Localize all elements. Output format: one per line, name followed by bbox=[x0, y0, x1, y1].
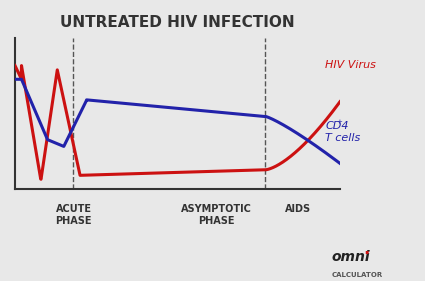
Text: omni: omni bbox=[332, 250, 370, 264]
Text: CALCULATOR: CALCULATOR bbox=[332, 272, 383, 278]
Text: +: + bbox=[336, 119, 342, 125]
Text: HIV Virus: HIV Virus bbox=[325, 60, 376, 70]
Text: AIDS: AIDS bbox=[285, 204, 311, 214]
Text: ASYMPTOTIC
PHASE: ASYMPTOTIC PHASE bbox=[181, 204, 252, 226]
Text: T cells: T cells bbox=[325, 133, 360, 143]
Text: CD4: CD4 bbox=[325, 121, 349, 131]
Text: ·: · bbox=[363, 245, 370, 263]
Title: UNTREATED HIV INFECTION: UNTREATED HIV INFECTION bbox=[60, 15, 295, 30]
Text: ACUTE
PHASE: ACUTE PHASE bbox=[55, 204, 92, 226]
